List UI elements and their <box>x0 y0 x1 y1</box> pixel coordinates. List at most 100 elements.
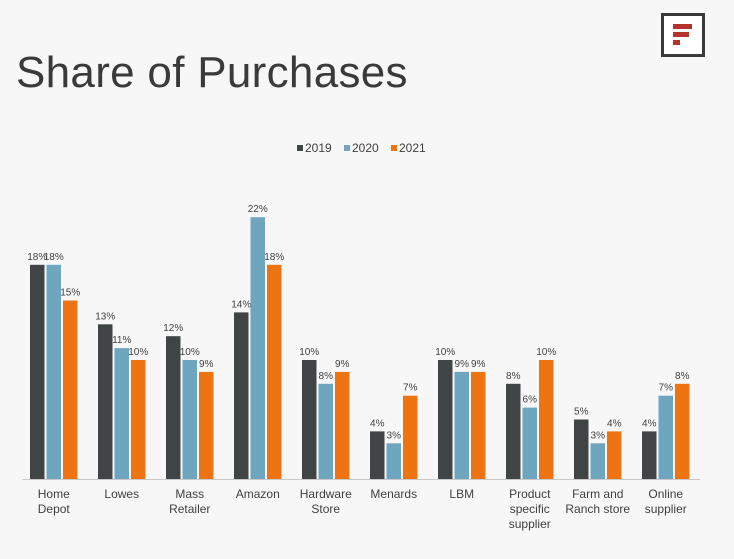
category-label-line: Amazon <box>236 487 280 501</box>
data-label-2020-2: 10% <box>180 347 200 358</box>
category-label-2: Mass Retailer <box>169 487 210 516</box>
category-label-line: supplier <box>509 517 551 531</box>
data-label-2021-0: 15% <box>60 288 80 299</box>
data-label-2019-7: 8% <box>506 371 521 382</box>
bar-2019-7 <box>506 383 521 479</box>
legend-swatch-2020 <box>344 145 350 151</box>
logo-bar-top <box>673 24 692 29</box>
category-label-5: Menards <box>370 487 417 501</box>
data-label-2021-4: 9% <box>335 359 350 370</box>
bar-2019-1 <box>98 324 113 479</box>
logo-bar-bottom <box>673 40 680 45</box>
category-label-line: Store <box>311 502 340 516</box>
brand-logo-icon <box>673 24 692 45</box>
data-label-2020-6: 9% <box>455 359 470 370</box>
data-label-2021-7: 10% <box>536 347 556 358</box>
bar-2021-5 <box>403 395 418 479</box>
data-label-2019-3: 14% <box>231 299 251 310</box>
bar-2020-0 <box>46 264 61 479</box>
category-label-line: Ranch store <box>565 502 630 516</box>
category-label-4: Hardware Store <box>300 487 352 516</box>
data-label-2020-9: 7% <box>659 383 674 394</box>
data-label-2021-1: 10% <box>128 347 148 358</box>
bar-2019-8 <box>574 419 589 479</box>
legend-label-2019: 2019 <box>305 141 332 155</box>
category-label-8: Farm and Ranch store <box>565 487 630 516</box>
data-label-2019-4: 10% <box>299 347 319 358</box>
bar-2019-4 <box>302 360 317 479</box>
data-label-2020-1: 11% <box>112 335 131 346</box>
bar-2019-9 <box>642 431 657 479</box>
legend-swatch-2019 <box>297 145 303 151</box>
bar-2021-8 <box>607 431 622 479</box>
bar-2021-4 <box>335 371 350 479</box>
data-label-2019-0: 18% <box>27 252 47 263</box>
category-label-line: Menards <box>370 487 417 501</box>
category-label-line: Retailer <box>169 502 210 516</box>
data-label-2020-4: 8% <box>319 371 334 382</box>
bar-2020-3 <box>250 217 265 479</box>
category-label-line: Hardware <box>300 487 352 501</box>
data-label-2021-2: 9% <box>199 359 214 370</box>
bar-2021-3 <box>267 264 282 479</box>
bar-2019-6 <box>438 360 453 479</box>
bar-2019-0 <box>30 264 45 479</box>
data-label-2020-8: 3% <box>591 430 606 441</box>
data-label-2021-5: 7% <box>403 383 418 394</box>
category-label-7: Product specific supplier <box>509 487 551 531</box>
bar-2020-7 <box>522 407 537 479</box>
bar-2021-9 <box>675 383 690 479</box>
category-label-9: Online supplier <box>645 487 687 516</box>
data-label-2019-9: 4% <box>642 418 657 429</box>
category-label-line: Home <box>38 487 70 501</box>
bar-2020-6 <box>454 371 469 479</box>
data-label-2021-3: 18% <box>264 252 284 263</box>
bar-2020-1 <box>114 348 129 479</box>
data-label-2019-2: 12% <box>163 323 183 334</box>
data-label-2020-0: 18% <box>44 252 64 263</box>
bar-2021-7 <box>539 360 554 479</box>
bar-2019-2 <box>166 336 181 479</box>
category-label-line: Depot <box>38 502 71 516</box>
category-label-0: Home Depot <box>38 487 71 516</box>
bar-2020-8 <box>590 443 605 479</box>
bar-2020-9 <box>658 395 673 479</box>
data-label-2019-8: 5% <box>574 407 589 418</box>
brand-logo <box>661 13 705 57</box>
data-label-2020-7: 6% <box>523 395 538 406</box>
logo-bar-mid <box>673 32 689 37</box>
bar-2020-5 <box>386 443 401 479</box>
bar-2021-6 <box>471 371 486 479</box>
legend-swatch-2021 <box>391 145 397 151</box>
bar-2019-5 <box>370 431 385 479</box>
data-label-2021-9: 8% <box>675 371 690 382</box>
bar-2020-2 <box>182 360 197 479</box>
category-label-line: LBM <box>449 487 474 501</box>
legend-label-2021: 2021 <box>399 141 426 155</box>
data-label-2019-5: 4% <box>370 418 385 429</box>
bar-2020-4 <box>318 383 333 479</box>
page-title: Share of Purchases <box>16 48 408 97</box>
bar-2021-2 <box>199 371 214 479</box>
category-label-6: LBM <box>449 487 474 501</box>
category-label-1: Lowes <box>104 487 139 501</box>
data-label-2020-3: 22% <box>248 204 268 215</box>
category-label-3: Amazon <box>236 487 280 501</box>
category-label-line: Mass <box>175 487 204 501</box>
data-label-2019-1: 13% <box>95 311 115 322</box>
category-label-line: Product <box>509 487 551 501</box>
bar-2021-0 <box>63 300 78 479</box>
data-label-2021-8: 4% <box>607 418 622 429</box>
data-label-2020-5: 3% <box>387 430 402 441</box>
bar-2021-1 <box>131 360 146 479</box>
data-label-2021-6: 9% <box>471 359 486 370</box>
category-label-line: Lowes <box>104 487 139 501</box>
category-label-line: Farm and <box>572 487 623 501</box>
category-label-line: specific <box>510 502 550 516</box>
category-label-line: Online <box>648 487 683 501</box>
legend-label-2020: 2020 <box>352 141 379 155</box>
bar-2019-3 <box>234 312 249 479</box>
category-label-line: supplier <box>645 502 687 516</box>
data-label-2019-6: 10% <box>435 347 455 358</box>
